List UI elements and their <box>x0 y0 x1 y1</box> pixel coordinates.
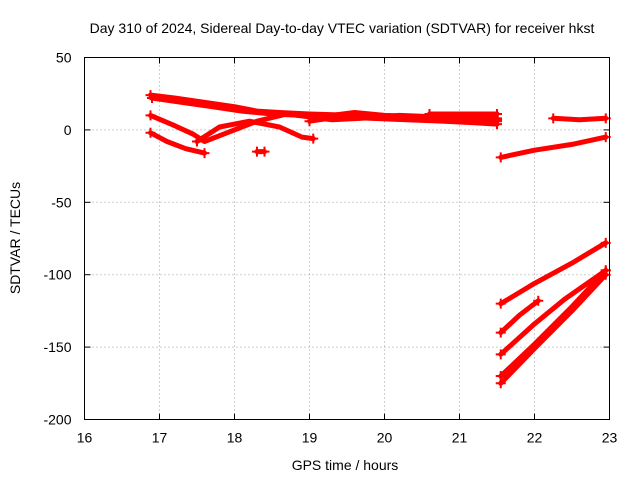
x-tick-label: 22 <box>527 430 543 446</box>
point-marker <box>548 113 559 124</box>
chart-title: Day 310 of 2024, Sidereal Day-to-day VTE… <box>90 20 595 36</box>
series-track-11 <box>498 240 609 307</box>
series-track-15 <box>498 272 609 386</box>
y-tick-label: 50 <box>56 50 72 66</box>
point-marker <box>492 119 502 130</box>
x-axis-label: GPS time / hours <box>292 457 399 473</box>
series-track-14 <box>498 267 609 379</box>
y-tick-label: -200 <box>43 412 71 428</box>
point-marker <box>533 295 544 306</box>
point-marker <box>495 378 506 389</box>
y-tick-label: -50 <box>51 194 71 210</box>
series-track-3 <box>148 111 500 144</box>
point-marker <box>199 148 210 159</box>
y-tick-label: -100 <box>43 267 71 283</box>
x-tick-label: 20 <box>377 430 393 446</box>
x-tick-label: 21 <box>452 430 468 446</box>
point-marker <box>492 108 502 119</box>
tick-labels: 16 17 18 19 20 21 22 23 -200 -150 -100 -50 0 50 <box>43 50 617 446</box>
x-tick-label: 19 <box>302 430 318 446</box>
y-axis-label: SDTVAR / TECUs <box>7 182 23 294</box>
plot-frame <box>84 57 610 420</box>
point-marker <box>495 152 506 163</box>
x-tick-label: 17 <box>152 430 168 446</box>
point-marker <box>192 136 202 147</box>
y-tick-label: -150 <box>43 339 71 355</box>
series-track-9 <box>498 134 609 160</box>
series-track-12 <box>498 298 541 336</box>
point-marker <box>304 116 315 127</box>
series-track-4 <box>148 130 207 156</box>
point-marker <box>495 327 506 338</box>
series-track-10 <box>550 115 609 123</box>
series-track-5 <box>194 118 316 144</box>
point-marker <box>495 298 506 309</box>
x-tick-label: 23 <box>602 430 618 446</box>
y-tick-label: 0 <box>64 122 72 138</box>
point-marker <box>424 108 435 119</box>
series-track-13 <box>498 267 609 357</box>
data-series <box>145 90 611 389</box>
point-marker <box>259 146 270 157</box>
point-marker <box>495 349 506 360</box>
point-marker <box>147 93 157 104</box>
x-tick-label: 18 <box>227 430 243 446</box>
point-marker <box>145 110 156 121</box>
series-track-7 <box>307 114 500 127</box>
point-marker <box>145 127 156 138</box>
x-tick-label: 16 <box>77 430 93 446</box>
point-marker <box>308 133 319 144</box>
